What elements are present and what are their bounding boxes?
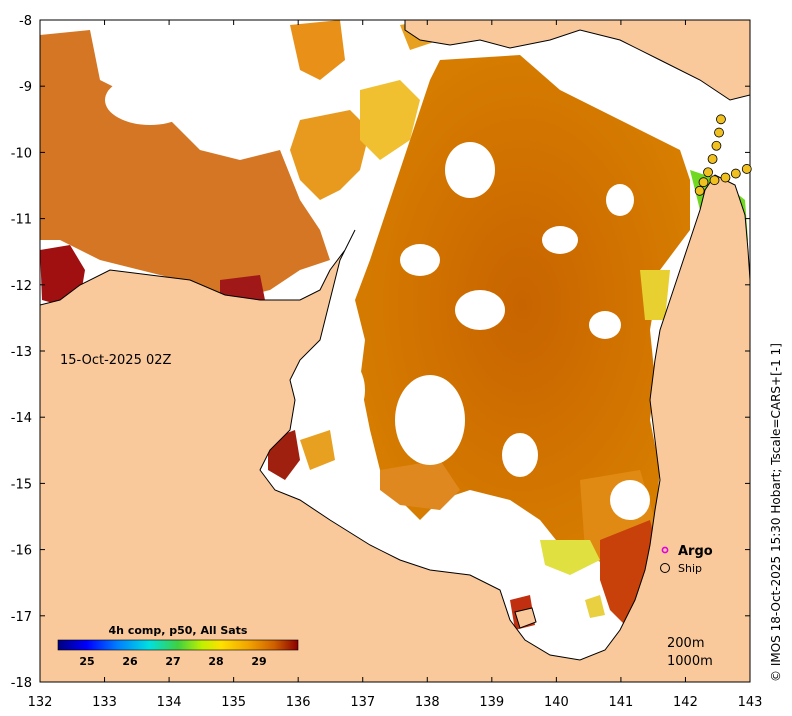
ship-position — [741, 164, 752, 174]
y-axis: -8 -9 -10 -11 -12 -13 -14 -15 -16 -17 -18 — [11, 14, 750, 691]
x-tick-label: 141 — [608, 695, 633, 710]
colorbar-tick-label: 28 — [208, 655, 223, 668]
depth-label-200: 200m — [667, 636, 704, 651]
legend-argo: Argo — [678, 544, 713, 559]
x-tick-label: 140 — [544, 695, 569, 710]
x-tick-label: 132 — [28, 695, 53, 710]
x-tick-label: 142 — [673, 695, 698, 710]
x-axis: 132 133 134 135 136 137 138 139 140 141 142 143 — [28, 20, 763, 710]
ship-position — [714, 127, 724, 138]
x-tick-label: 139 — [479, 695, 504, 710]
legend: Argo Ship — [660, 544, 713, 575]
side-caption: © IMOS 18-Oct-2025 15:30 Hobart; Tscale=… — [769, 343, 783, 682]
y-tick-label: -16 — [11, 544, 32, 559]
colorbar-tick-label: 29 — [251, 655, 266, 668]
x-tick-label: 133 — [92, 695, 117, 710]
y-tick-label: -12 — [11, 279, 32, 294]
y-tick-label: -9 — [19, 80, 32, 95]
x-tick-label: 134 — [157, 695, 182, 710]
ship-position — [716, 114, 726, 125]
land — [40, 20, 750, 682]
y-tick-label: -13 — [11, 345, 32, 360]
ship-position — [694, 185, 705, 196]
colorbar-tick-label: 25 — [79, 655, 94, 668]
y-tick-label: -8 — [19, 14, 32, 29]
ship-position — [698, 177, 709, 188]
colorbar: 4h comp, p50, All Sats 25 26 27 28 29 — [57, 624, 299, 668]
y-tick-label: -10 — [11, 146, 32, 161]
argo-marker-icon — [661, 546, 669, 554]
date-label: 15-Oct-2025 02Z — [60, 353, 172, 368]
y-tick-label: -14 — [11, 411, 32, 426]
cloud-gaps — [105, 20, 650, 520]
x-tick-label: 137 — [350, 695, 375, 710]
ship-position — [730, 168, 741, 179]
x-tick-label: 136 — [286, 695, 311, 710]
x-tick-label: 138 — [415, 695, 440, 710]
x-tick-label: 135 — [221, 695, 246, 710]
ship-position — [703, 167, 713, 178]
y-tick-label: -18 — [11, 676, 32, 691]
y-tick-label: -15 — [11, 477, 32, 492]
colorbar-tick-label: 26 — [122, 655, 138, 668]
ship-track — [694, 114, 752, 196]
colorbar-gradient — [57, 639, 299, 651]
legend-ship: Ship — [678, 562, 702, 575]
y-tick-label: -17 — [11, 610, 32, 625]
ship-position — [709, 175, 720, 186]
ship-position — [711, 140, 722, 151]
ship-marker-icon — [660, 563, 670, 573]
colorbar-title: 4h comp, p50, All Sats — [109, 624, 248, 637]
ship-position — [707, 154, 718, 164]
colorbar-tick-label: 27 — [165, 655, 180, 668]
x-tick-label: 143 — [738, 695, 763, 710]
depth-label-1000: 1000m — [667, 654, 713, 669]
ship-position — [720, 172, 731, 183]
y-tick-label: -11 — [11, 213, 32, 228]
